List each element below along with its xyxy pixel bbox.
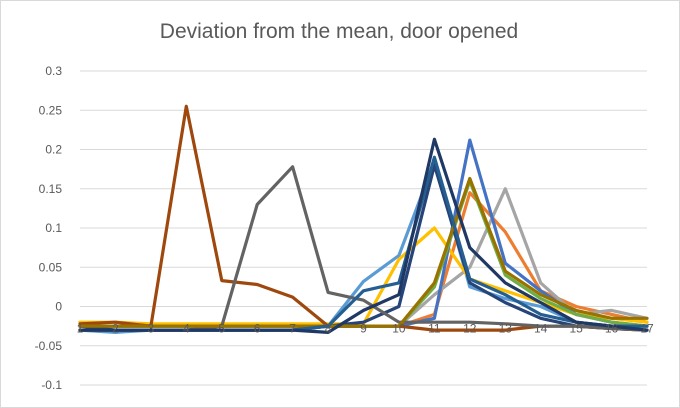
y-tick-label: 0.05: [39, 260, 63, 274]
x-tick-label: 13: [499, 322, 513, 336]
x-tick-label: 5: [218, 322, 225, 336]
y-tick-label: 0.25: [39, 103, 63, 117]
chart-title: Deviation from the mean, door opened: [160, 20, 518, 43]
x-tick-label: 1: [77, 322, 84, 336]
y-tick-label: -0.1: [41, 378, 62, 392]
x-tick-label: 8: [325, 322, 332, 336]
y-tick-label: 0.15: [39, 182, 63, 196]
y-tick-label: 0: [55, 300, 62, 314]
x-tick-label: 9: [360, 322, 367, 336]
x-tick-label: 16: [605, 322, 619, 336]
series-lines: [78, 104, 649, 334]
x-tick-label: 3: [148, 322, 155, 336]
series-line: [78, 176, 649, 328]
x-tick-label: 14: [534, 322, 548, 336]
x-tick-label: 12: [463, 322, 477, 336]
x-tick-label: 17: [640, 322, 654, 336]
x-tick-label: 10: [392, 322, 406, 336]
y-tick-label: 0.1: [45, 221, 62, 235]
series-line: [78, 137, 649, 334]
y-tick-label: 0.3: [45, 64, 62, 78]
x-tick-label: 11: [428, 322, 441, 336]
y-tick-label: -0.05: [35, 339, 63, 353]
x-axis-tick-labels: 1 2 3 4 5 6 7 8 9 10 11 12 13 14 15 16 17: [77, 322, 654, 336]
x-tick-label: 4: [183, 322, 190, 336]
x-tick-label: 7: [289, 322, 296, 336]
x-tick-label: 6: [254, 322, 261, 336]
y-tick-label: 0.2: [45, 143, 62, 157]
y-axis-tick-labels: -0.1 -0.05 0 0.05 0.1 0.15 0.2 0.25 0.3: [35, 64, 63, 392]
x-tick-label: 15: [569, 322, 583, 336]
x-tick-label: 2: [112, 322, 119, 336]
